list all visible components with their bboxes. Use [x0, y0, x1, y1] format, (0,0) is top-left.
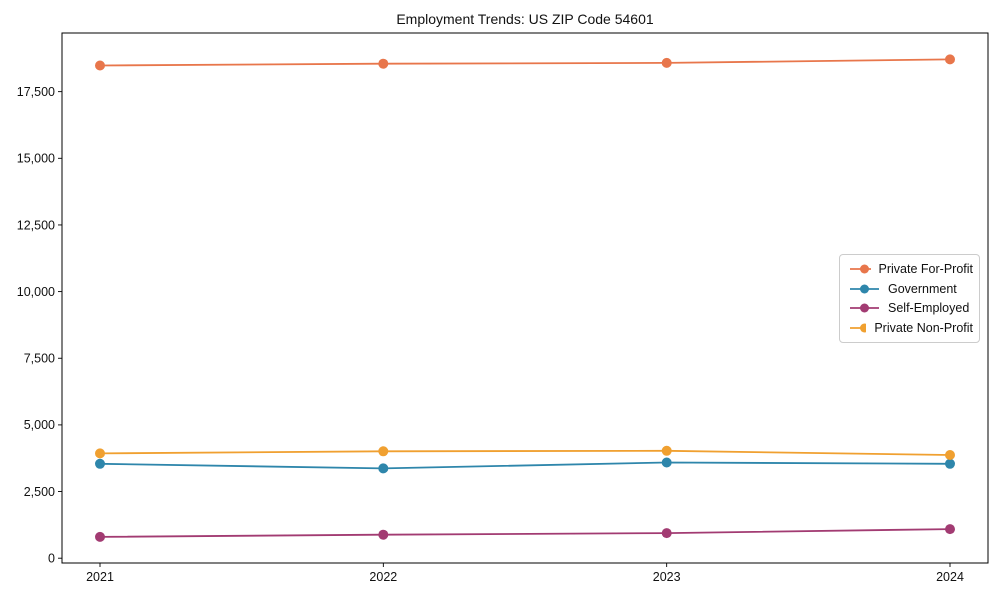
x-tick-label: 2023	[653, 570, 681, 584]
data-point-private-non-profit-2022	[378, 446, 389, 457]
data-point-self-employed-2023	[661, 528, 672, 539]
data-point-self-employed-2024	[945, 524, 955, 535]
legend-item-label: Private Non-Profit	[874, 321, 973, 336]
data-point-self-employed-2022	[378, 529, 389, 540]
x-tick-label: 2022	[369, 570, 397, 584]
data-point-government-2021	[95, 458, 105, 469]
data-point-private-non-profit-2023	[661, 445, 672, 456]
x-tick-label: 2024	[936, 570, 964, 584]
data-point-private-for-profit-2024	[945, 54, 955, 65]
series-line-private-non-profit	[99, 449, 951, 456]
series-line-self-employed	[99, 528, 951, 538]
y-tick-label: 2,500	[24, 485, 55, 499]
legend: Private For-Profit Government Self-Employe…	[839, 254, 980, 343]
data-point-private-for-profit-2023	[661, 57, 672, 68]
y-tick-label: 5,000	[24, 418, 55, 432]
legend-item-government: Government	[849, 279, 973, 299]
legend-item-private-non-profit: Private Non-Profit	[849, 318, 973, 338]
data-point-government-2022	[378, 463, 389, 474]
line-marker-icon	[850, 323, 867, 333]
legend-item-label: Government	[888, 281, 957, 296]
series-line-private-for-profit	[99, 58, 951, 67]
legend-item-self-employed: Self-Employed	[849, 299, 973, 319]
data-point-government-2023	[661, 457, 672, 468]
data-point-self-employed-2021	[95, 531, 105, 542]
y-tick-label: 17,500	[17, 85, 55, 99]
legend-item-label: Self-Employed	[888, 301, 970, 316]
x-tick-label: 2021	[86, 570, 114, 584]
y-tick-label: 7,500	[24, 352, 55, 366]
plot-border	[61, 32, 989, 564]
y-tick-label: 12,500	[17, 218, 55, 232]
line-marker-icon	[850, 264, 871, 274]
data-point-private-non-profit-2024	[945, 450, 955, 460]
data-point-government-2024	[945, 458, 955, 469]
chart-title: Employment Trends: US ZIP Code 54601	[396, 11, 654, 27]
data-point-private-non-profit-2021	[95, 448, 105, 459]
y-tick-label: 0	[48, 552, 55, 566]
data-point-private-for-profit-2021	[95, 60, 105, 71]
y-tick-label: 15,000	[17, 152, 55, 166]
line-marker-icon	[850, 303, 879, 313]
series-line-government	[99, 461, 951, 470]
y-tick-label: 10,000	[17, 285, 55, 299]
line-marker-icon	[850, 284, 879, 294]
data-point-private-for-profit-2022	[378, 58, 389, 69]
legend-item-label: Private For-Profit	[878, 261, 973, 276]
legend-item-private-for-profit: Private For-Profit	[849, 259, 973, 279]
